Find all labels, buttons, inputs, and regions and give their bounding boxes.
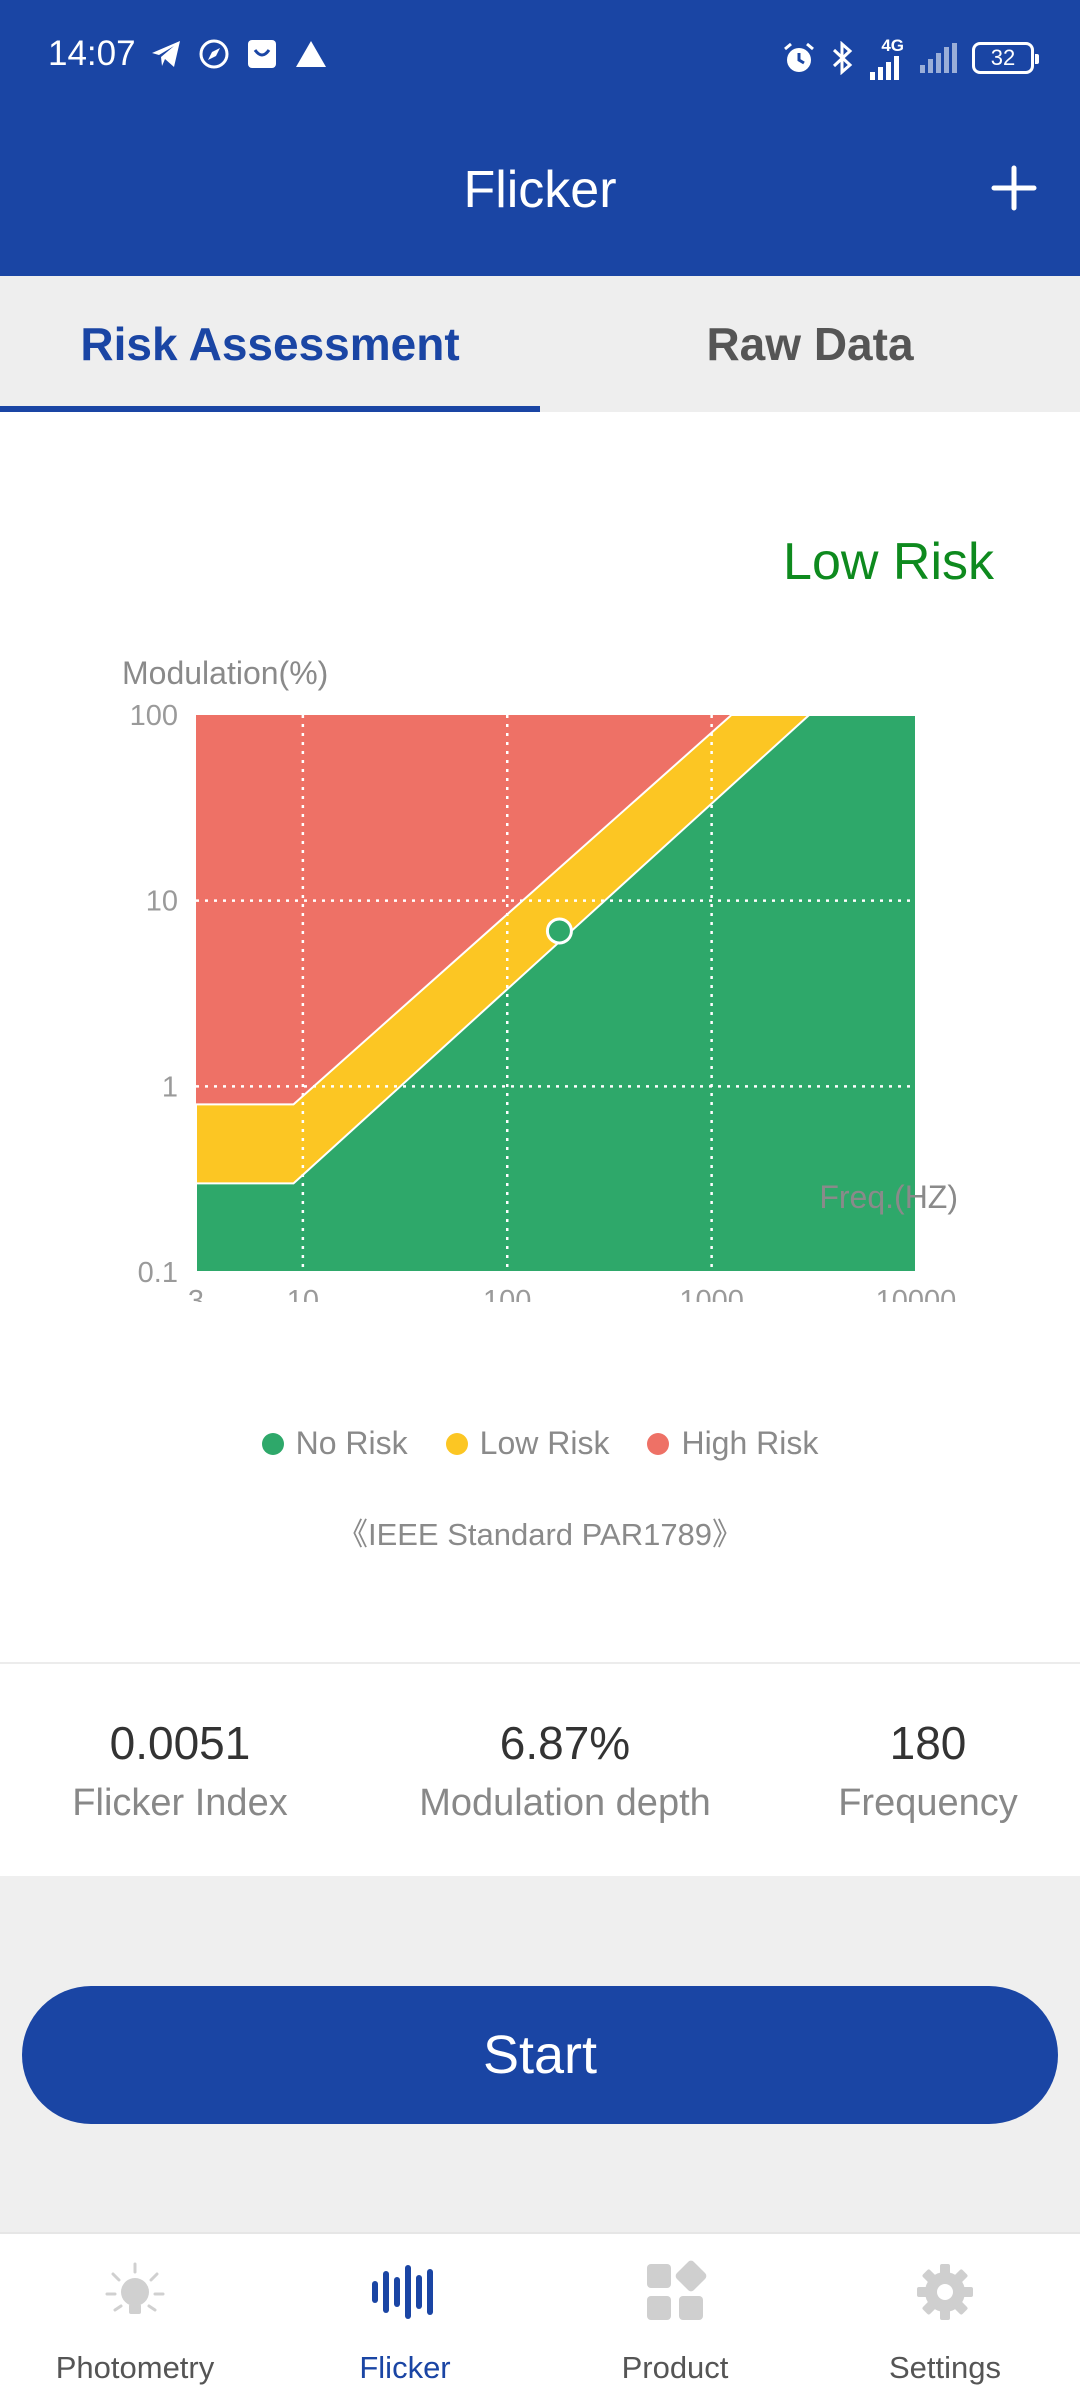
app-header: 14:07 4G 32 Flicker (0, 0, 1080, 276)
telegram-icon (152, 41, 180, 67)
flicker-risk-chart: Modulation(%) Freq.(HZ) 3 10 100 1000 10000 0… (0, 642, 1080, 1317)
tab-active-indicator (0, 406, 540, 412)
network-type-label: 4G (881, 36, 904, 55)
y-axis-label: Modulation(%) (122, 655, 328, 691)
nav-item-product[interactable]: Product (540, 2234, 810, 2400)
signal-icon-secondary (920, 43, 957, 73)
chart-svg: Modulation(%) Freq.(HZ) 3 10 100 1000 10000 0… (122, 655, 958, 1317)
metric-label: Flicker Index (72, 1782, 288, 1824)
x-tick-label: 1000 (679, 1285, 744, 1302)
signal-icon (870, 56, 899, 80)
bottom-nav: Photometry Flicker Product (0, 2232, 1080, 2400)
metric-label: Modulation depth (419, 1782, 711, 1824)
battery-indicator: 32 (972, 42, 1039, 74)
legend-label: Low Risk (479, 1425, 610, 1461)
legend-dot-no-risk (261, 1432, 284, 1455)
cellular-signal: 4G (868, 36, 904, 80)
y-tick-label: 0.1 (138, 1257, 178, 1289)
status-time: 14:07 (48, 34, 136, 73)
x-axis-label: Freq.(HZ) (819, 1179, 958, 1215)
lightbulb-icon (105, 2262, 165, 2314)
x-tick-label: 100 (483, 1285, 531, 1302)
bag-icon (248, 40, 276, 68)
x-tick-label: 10000 (876, 1285, 957, 1302)
measured-point (545, 917, 573, 945)
legend-dot-low-risk (445, 1432, 468, 1455)
section-divider (0, 1662, 1080, 1664)
risk-assessment-card: Low Risk Modulation(%) Freq.(HZ) 3 10 100 1… (0, 412, 1080, 1662)
metric-value: 180 (889, 1717, 967, 1769)
compass-icon (199, 39, 229, 69)
metric-frequency: 180 Frequency (748, 1664, 1080, 1825)
nav-label: Product (621, 2350, 729, 2385)
legend-label: High Risk (681, 1425, 819, 1461)
bluetooth-icon (832, 41, 853, 75)
legend-item-low-risk: Low Risk (445, 1425, 610, 1462)
legend-item-no-risk: No Risk (261, 1425, 408, 1462)
legend-label: No Risk (295, 1425, 408, 1461)
nav-item-flicker[interactable]: Flicker (270, 2234, 540, 2400)
battery-level: 32 (990, 45, 1016, 70)
x-tick-label: 10 (287, 1285, 319, 1302)
waveform-icon (372, 2265, 433, 2319)
tab-risk-assessment[interactable]: Risk Assessment (80, 318, 460, 370)
grid-icon (647, 2260, 707, 2320)
metric-value: 0.0051 (109, 1717, 251, 1769)
metric-label: Frequency (838, 1782, 1018, 1824)
y-tick-label: 10 (146, 886, 178, 918)
tab-bar: Risk Assessment Raw Data (0, 276, 1080, 412)
x-tick-label: 3 (188, 1285, 204, 1302)
metric-flicker-index: 0.0051 Flicker Index (0, 1664, 360, 1825)
metrics-panel: 0.0051 Flicker Index 6.87% Modulation de… (0, 1664, 1080, 1876)
y-tick-label: 1 (162, 1071, 178, 1103)
standard-note: 《IEEE Standard PAR1789》 (336, 1517, 744, 1552)
status-right-icons: 4G 32 (782, 36, 1039, 80)
y-tick-label: 100 (130, 700, 178, 732)
legend-item-high-risk: High Risk (647, 1425, 818, 1462)
warning-icon (296, 41, 326, 67)
start-button[interactable]: Start (22, 1986, 1058, 2124)
metric-modulation-depth: 6.87% Modulation depth (385, 1664, 745, 1825)
risk-level-label: Low Risk (783, 533, 994, 591)
nav-label: Flicker (359, 2350, 451, 2385)
legend-dot-high-risk (647, 1432, 670, 1455)
nav-item-settings[interactable]: Settings (810, 2234, 1080, 2400)
plus-icon[interactable] (984, 158, 1044, 218)
tab-raw-data[interactable]: Raw Data (706, 318, 914, 370)
gear-icon (917, 2264, 973, 2320)
metric-value: 6.87% (499, 1717, 631, 1769)
nav-item-photometry[interactable]: Photometry (0, 2234, 270, 2400)
nav-label: Settings (888, 2350, 1001, 2385)
no-risk-region (195, 714, 917, 1273)
chart-legend: No Risk Low Risk High Risk (0, 1425, 1080, 1462)
nav-label: Photometry (55, 2350, 215, 2385)
status-left-icons (150, 38, 328, 70)
page-title: Flicker (463, 161, 617, 219)
alarm-icon (784, 42, 814, 72)
